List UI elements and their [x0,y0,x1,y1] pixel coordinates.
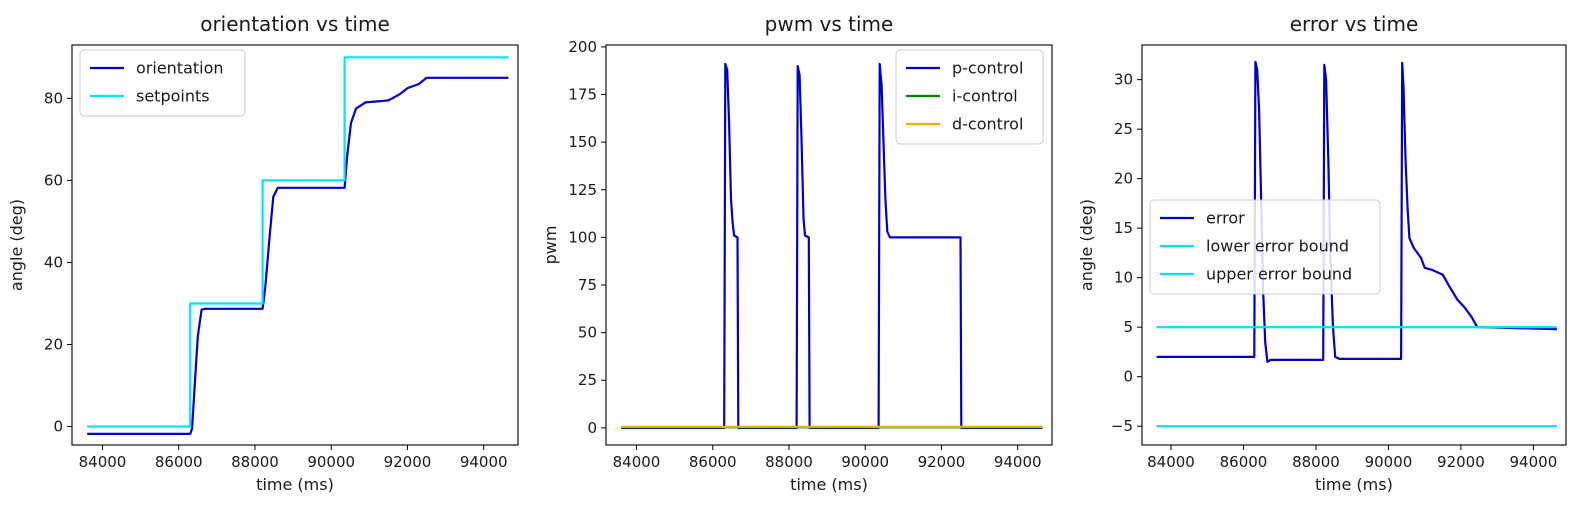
series-line-setpoints [87,56,509,428]
x-tick-label: 84000 [79,453,127,471]
x-tick-label: 84000 [613,453,661,471]
y-tick-label: 125 [568,181,597,199]
y-tick-label: 20 [1114,170,1133,188]
y-tick-label: 100 [568,228,597,246]
x-axis-label: time (ms) [1315,475,1393,494]
x-axis-label: time (ms) [790,475,868,494]
y-tick-label: 20 [44,335,63,353]
plot-frame [1141,44,1567,446]
plot-frame [71,44,519,446]
y-tick-label: 0 [53,418,63,436]
y-tick-label: 200 [568,38,597,56]
legend: p-control i-control d-control [895,49,1044,145]
chart-title: error vs time [1290,12,1419,36]
series-line-orientation [87,76,509,435]
legend-box [1149,199,1381,295]
y-tick-label: 25 [1114,120,1133,138]
y-tick-label: 10 [1114,269,1133,287]
y-tick-label: 150 [568,133,597,151]
x-tick-label: 90000 [307,453,355,471]
y-tick-label: 0 [587,419,597,437]
y-tick-label: 15 [1114,219,1133,237]
x-tick-label: 94000 [994,453,1042,471]
legend-box [79,49,246,117]
y-tick-label: 75 [578,276,597,294]
y-axis-label: angle (deg) [1077,199,1096,291]
y-axis-label: angle (deg) [7,199,26,291]
y-tick-label: 5 [1123,318,1133,336]
legend-label: setpoints [136,87,210,106]
chart-title: pwm vs time [765,12,894,36]
x-tick-label: 86000 [689,453,737,471]
x-tick-label: 86000 [155,453,203,471]
legend-label: d-control [952,115,1023,134]
legend-label: error [1206,209,1245,228]
chart-panel-2: 84000 86000 88000 90000 92000 94000 0 25 50 75 100… [541,12,1053,494]
x-tick-label: 84000 [1147,453,1195,471]
x-tick-label: 88000 [231,453,279,471]
x-tick-label: 88000 [765,453,813,471]
y-tick-label: −5 [1111,417,1133,435]
legend-label: orientation [136,59,224,78]
x-tick-label: 92000 [918,453,966,471]
y-tick-label: 30 [1114,71,1133,89]
legend-label: i-control [952,87,1018,106]
plot-frame [605,44,1053,446]
chart-panel-3: 84000 86000 88000 90000 92000 94000 −5 0 5 10 15 20… [1077,12,1567,494]
x-tick-label: 92000 [384,453,432,471]
y-axis-label: pwm [541,226,560,265]
y-tick-label: 175 [568,86,597,104]
y-tick-label: 25 [578,371,597,389]
y-tick-label: 0 [1123,368,1133,386]
x-tick-label: 90000 [1365,453,1413,471]
legend-label: lower error bound [1206,237,1349,256]
x-tick-label: 86000 [1220,453,1268,471]
legend-label: p-control [952,59,1023,78]
legend: error lower error bound upper error bound [1149,199,1381,295]
chart-panel-1: 84000 86000 88000 90000 92000 94000 0 20 40 60 80 o… [7,12,519,494]
x-tick-label: 94000 [460,453,508,471]
x-tick-label: 90000 [841,453,889,471]
x-tick-label: 94000 [1510,453,1558,471]
y-tick-label: 40 [44,253,63,271]
chart-title: orientation vs time [200,12,390,36]
x-tick-label: 92000 [1437,453,1485,471]
x-tick-label: 88000 [1292,453,1340,471]
y-tick-label: 80 [44,89,63,107]
series-line-p-control [621,62,1043,429]
legend: orientation setpoints [79,49,246,117]
legend-label: upper error bound [1206,265,1352,284]
x-axis-label: time (ms) [256,475,334,494]
legend-box [895,49,1044,145]
y-tick-label: 60 [44,171,63,189]
y-tick-label: 50 [578,324,597,342]
